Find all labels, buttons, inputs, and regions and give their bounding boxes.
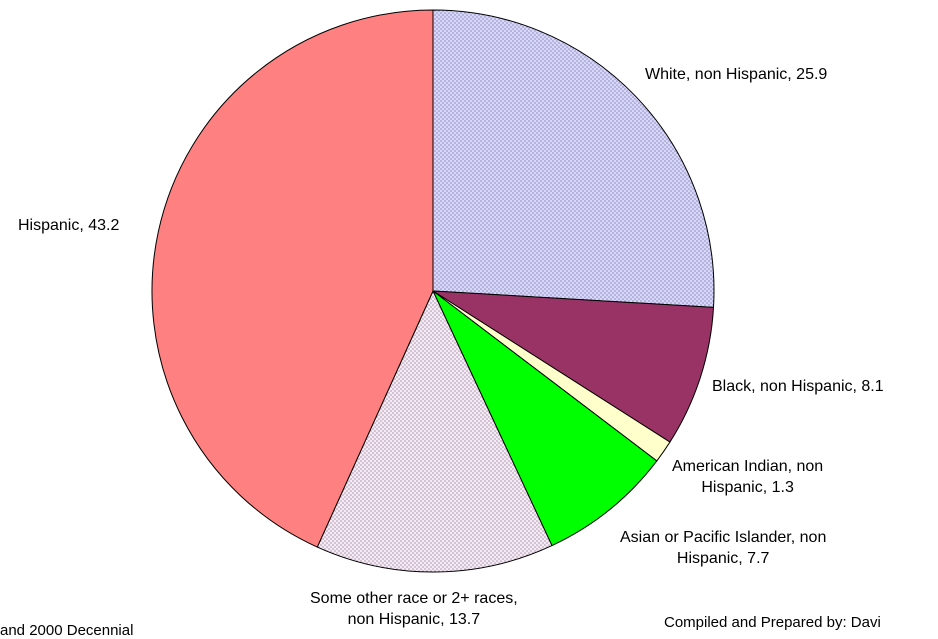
source-note: and 2000 Decennial [0,622,134,639]
slice-label-asian: Asian or Pacific Islander, non Hispanic,… [620,527,826,569]
slice-label-line: Hispanic, 1.3 [701,479,794,496]
slice-label-other: Some other race or 2+ races, non Hispani… [310,588,518,630]
slice-label-hispanic: Hispanic, 43.2 [18,215,119,236]
pie-slice-asian [432,290,658,547]
slice-label-line: Hispanic, 7.7 [676,550,770,567]
slice-label-line: non Hispanic, 13.7 [347,611,481,628]
pie-slice-other [316,289,553,573]
slice-label-line: Asian or Pacific Islander, non [620,529,827,546]
slice-label-american-indian: American Indian, non Hispanic, 1.3 [672,456,823,498]
slice-label-white: White, non Hispanic, 25.9 [645,64,827,85]
credit-note: Compiled and Prepared by: Davi [664,614,881,631]
slice-label-line: White, non Hispanic, 25.9 [645,66,828,83]
slice-label-line: Some other race or 2+ races, [310,590,518,607]
pie-slice-hispanic [151,9,434,548]
pie-slice-white [432,9,715,308]
slice-label-line: Black, non Hispanic, 8.1 [712,378,884,395]
slice-label-line: Hispanic, 43.2 [18,217,120,234]
pie-slice-black [431,290,715,443]
slice-label-line: American Indian, non [672,458,824,475]
slice-label-black: Black, non Hispanic, 8.1 [712,376,884,397]
